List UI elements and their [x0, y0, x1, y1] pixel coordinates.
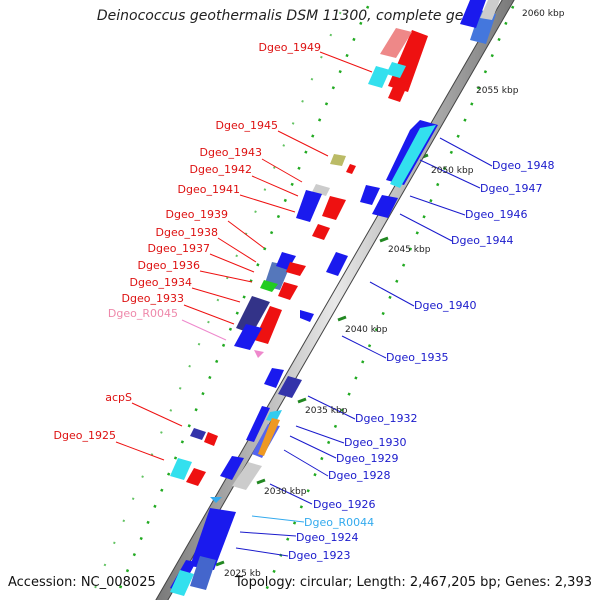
gene-label: Dgeo_1923 — [288, 549, 350, 562]
left-pointers — [115, 51, 373, 461]
gene-1952 — [400, 70, 414, 82]
gene-1920 — [170, 570, 194, 596]
gene-dgeo-1923 — [190, 556, 216, 590]
gene-dgeo-1934b — [278, 282, 298, 300]
gene-dgeo-1934 — [286, 262, 306, 276]
gene-dgeo-1932 — [278, 376, 302, 398]
reverse-strand-genes — [170, 28, 428, 596]
tick-label: 2040 kbp — [345, 325, 388, 335]
gene-dgeo-1925r — [186, 468, 206, 486]
tick-label: 2025 kb — [224, 569, 261, 579]
gene-label: Dgeo_1938 — [156, 226, 218, 239]
gene-dgeo-1933b — [254, 306, 282, 344]
gene-acps — [190, 428, 206, 440]
gene-label: Dgeo_1933 — [122, 292, 184, 305]
gene-acps-b — [204, 432, 218, 446]
tick-labels: 2060 kbp 2055 kbp 2050 kbp 2045 kbp 2040… — [224, 9, 565, 579]
gene-label: Dgeo_1941 — [178, 183, 240, 196]
guide-dots — [89, 0, 518, 600]
gene-label-rna: Dgeo_R0045 — [108, 307, 178, 320]
gene-dgeo-r0044 — [210, 497, 222, 503]
right-pointers — [235, 137, 493, 557]
gene-label: Dgeo_1946 — [465, 208, 527, 221]
pointer-dgeo-r0044 — [251, 515, 305, 523]
gene-dgeo-1935 — [300, 310, 314, 322]
gene-dgeo-1944 — [360, 185, 380, 205]
right-gene-labels: Dgeo_1948 Dgeo_1947 Dgeo_1946 Dgeo_1944 … — [288, 159, 554, 562]
gene-top-3 — [480, 0, 500, 20]
gene-label: Dgeo_1942 — [190, 163, 252, 176]
gene-dgeo-1931 — [264, 368, 284, 388]
gene-label: Dgeo_1925 — [54, 429, 116, 442]
gene-1951 — [388, 80, 408, 102]
gene-label: Dgeo_1929 — [336, 452, 398, 465]
gene-label: Dgeo_1943 — [200, 146, 262, 159]
gene-dgeo-1933c — [234, 324, 262, 350]
gene-dgeo-1925 — [170, 458, 192, 480]
topology-label: Topology: circular; Length: 2,467,205 bp… — [234, 575, 592, 590]
gene-label: Dgeo_1928 — [328, 469, 390, 482]
gene-label: Dgeo_1932 — [355, 412, 417, 425]
tick-label: 2055 kbp — [476, 86, 519, 96]
gene-label: Dgeo_1937 — [148, 242, 210, 255]
map-title: Deinococcus geothermalis DSM 11300, comp… — [96, 8, 504, 24]
gene-label: Dgeo_1924 — [296, 531, 358, 544]
gene-dgeo-1941b — [322, 196, 346, 220]
gene-dgeo-1949b — [380, 28, 412, 58]
gene-dgeo-1927 — [258, 418, 280, 456]
gene-dgeo-1937 — [276, 252, 296, 270]
tick-label: 2030 kbp — [264, 487, 307, 497]
left-gene-labels: Dgeo_1949 Dgeo_1945 Dgeo_1943 Dgeo_1942 … — [54, 41, 321, 442]
gene-dgeo-1941 — [296, 190, 322, 222]
gene-dgeo-1946 — [372, 195, 398, 218]
gene-top-2 — [460, 0, 486, 28]
gene-1950 — [386, 62, 406, 78]
gene-label: acpS — [105, 391, 132, 404]
gene-label: Dgeo_1949 — [259, 41, 321, 54]
tick-label: 2050 kbp — [431, 166, 474, 176]
pointer-dgeo-r0045 — [181, 319, 227, 341]
gene-label: Dgeo_1936 — [138, 259, 200, 272]
gene-label: Dgeo_1934 — [130, 276, 192, 289]
gene-label: Dgeo_1945 — [216, 119, 278, 132]
gene-dgeo-1945 — [330, 154, 346, 166]
chromosome-backbone — [155, 0, 515, 600]
gene-label: Dgeo_1926 — [313, 498, 375, 511]
gene-dgeo-1936 — [260, 280, 278, 292]
gene-dgeo-1940 — [326, 252, 348, 276]
gene-label: Dgeo_1940 — [414, 299, 476, 312]
gene-dgeo-1930 — [266, 410, 282, 422]
gene-dgeo-1925b — [220, 456, 244, 480]
gene-label: Dgeo_1948 — [492, 159, 554, 172]
gene-label-rna: Dgeo_R0044 — [304, 516, 374, 529]
gene-dgeo-r0045 — [254, 350, 264, 358]
gene-dgeo-1939 — [312, 224, 330, 240]
gene-dgeo-1943 — [346, 164, 356, 174]
gene-dgeo-1947 — [390, 125, 436, 188]
gene-dgeo-1933 — [236, 296, 270, 334]
tick-label: 2060 kbp — [522, 9, 565, 19]
gene-label: Dgeo_1939 — [166, 208, 228, 221]
gene-dgeo-1924 — [190, 508, 236, 570]
tick-label: 2035 kbp — [305, 406, 348, 416]
gene-label: Dgeo_1947 — [480, 182, 542, 195]
accession-label: Accession: NC_008025 — [8, 575, 156, 590]
gene-label: Dgeo_1935 — [386, 351, 448, 364]
gene-label: Dgeo_1930 — [344, 436, 406, 449]
tick-label: 2045 kbp — [388, 245, 431, 255]
gene-1950b — [368, 66, 390, 88]
gene-dgeo-1926 — [232, 462, 262, 490]
gene-label: Dgeo_1944 — [451, 234, 513, 247]
gene-dgeo-1928 — [246, 406, 270, 442]
